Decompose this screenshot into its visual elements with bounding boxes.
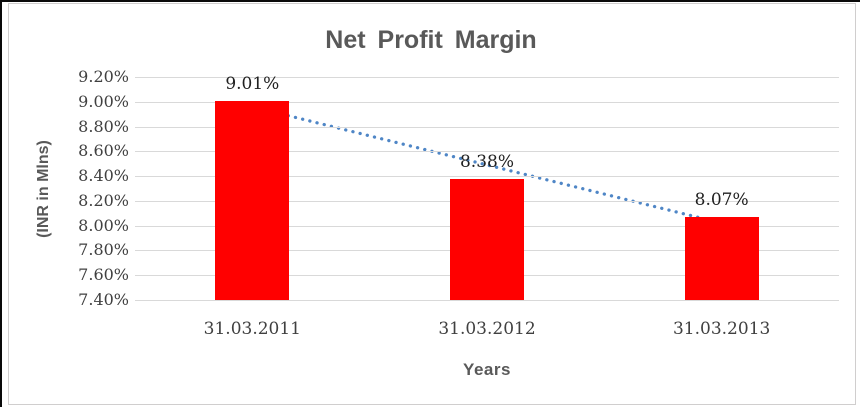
y-tick-label: 8.60%	[78, 141, 129, 161]
gridline	[135, 176, 839, 178]
chart-title: Net Profit Margin	[325, 26, 537, 54]
y-tick-label: 7.80%	[78, 240, 129, 260]
y-tick-label: 9.00%	[78, 91, 129, 111]
y-tick-label: 7.60%	[78, 265, 129, 285]
bar-data-label: 8.38%	[459, 151, 514, 172]
gridline	[135, 77, 839, 78]
bar	[684, 216, 759, 300]
gridline	[135, 101, 839, 103]
x-tick-label: 31.03.2013	[672, 319, 771, 339]
bar	[215, 100, 290, 300]
y-tick-label: 7.40%	[78, 290, 129, 309]
bar-data-label: 9.01%	[225, 73, 280, 94]
gridline	[135, 151, 839, 153]
x-tick-label: 31.03.2011	[203, 319, 301, 339]
y-tick-label: 9.20%	[78, 67, 129, 86]
y-tick-label: 8.80%	[78, 116, 129, 136]
y-tick-label: 8.20%	[78, 190, 129, 210]
gridline	[135, 126, 839, 128]
bar-data-label: 8.07%	[694, 189, 749, 210]
gridline	[135, 300, 839, 301]
x-axis-title: Years	[463, 360, 511, 379]
x-tick-label: 31.03.2012	[438, 319, 536, 339]
y-tick-label: 8.00%	[78, 215, 129, 235]
y-tick-label: 8.40%	[78, 166, 129, 186]
bar	[450, 178, 524, 300]
